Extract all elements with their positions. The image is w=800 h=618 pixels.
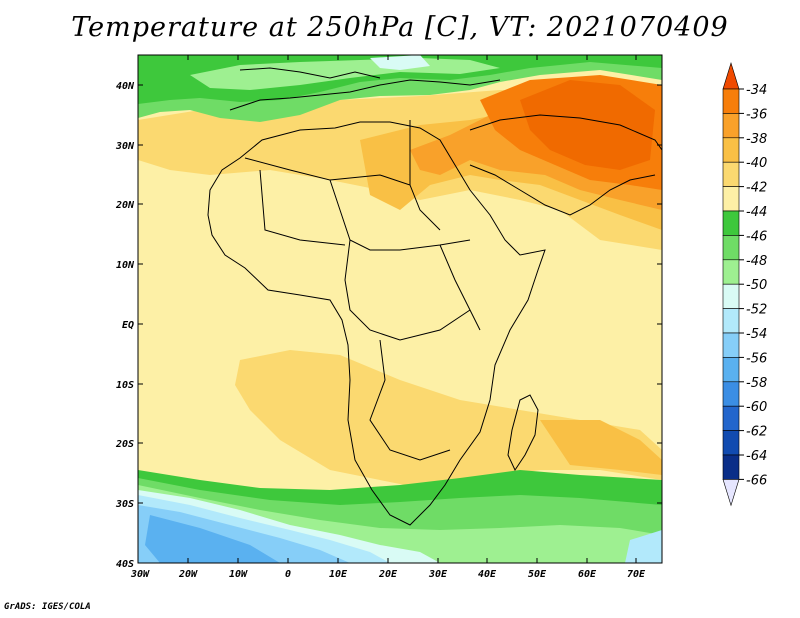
- colorbar-label: -60: [746, 400, 767, 415]
- colorbar-swatch: [722, 430, 740, 456]
- lon-label: 60E: [578, 569, 597, 580]
- lon-label: 70E: [627, 569, 646, 580]
- colorbar-label: -52: [746, 303, 767, 318]
- temperature-field: [138, 55, 662, 563]
- colorbar-swatch: [722, 381, 740, 407]
- colorbar-swatch: [722, 308, 740, 334]
- map-frame: [137, 54, 663, 564]
- colorbar-label: -66: [746, 473, 767, 488]
- colorbar-swatch: [722, 332, 740, 358]
- lat-label: 10N: [116, 260, 135, 271]
- lat-label: EQ: [122, 320, 134, 331]
- lon-label: 40E: [478, 569, 497, 580]
- colorbar-swatch: [722, 88, 740, 114]
- lat-label: 20S: [115, 439, 134, 450]
- lon-axis: 30W 20W 10W 0 10E 20E 30E 40E 50E 60E 70…: [130, 55, 646, 580]
- colorbar-label: -46: [746, 229, 767, 244]
- lat-label: 30N: [115, 141, 135, 152]
- lat-label: 10S: [116, 380, 134, 391]
- colorbar-label: -50: [746, 278, 767, 293]
- lat-label: 40N: [116, 81, 135, 92]
- colorbar-swatch: [722, 357, 740, 383]
- colorbar-swatch: [722, 137, 740, 163]
- lon-label: 20E: [378, 569, 398, 580]
- lat-label: 30S: [115, 499, 134, 510]
- colorbar-label: -64: [746, 449, 767, 464]
- colorbar-swatch: [722, 61, 740, 90]
- colorbar-label: -44: [746, 205, 767, 220]
- colorbar-swatch: [722, 210, 740, 236]
- credit-text: GrADS: IGES/COLA: [4, 602, 91, 612]
- colorbar-swatch: [722, 283, 740, 309]
- colorbar-label: -48: [746, 254, 767, 269]
- colorbar: -34 -36 -38 -40 -42 -44 -46 -48 -50 -52 -54 -56 -58 -…: [722, 61, 767, 507]
- lon-label: 10E: [329, 569, 348, 580]
- lon-label: 30W: [130, 569, 150, 580]
- colorbar-swatch: [722, 259, 740, 285]
- colorbar-label: -62: [746, 425, 767, 440]
- lon-label: 50E: [528, 569, 547, 580]
- colorbar-label: -54: [746, 327, 767, 342]
- colorbar-swatch: [722, 161, 740, 187]
- lon-label: 10W: [229, 569, 248, 580]
- colorbar-swatch: [722, 186, 740, 212]
- colorbar-swatch: [722, 405, 740, 431]
- colorbar-swatch: [722, 454, 740, 480]
- colorbar-label: -34: [746, 83, 767, 98]
- lon-label: 30E: [428, 569, 448, 580]
- colorbar-swatch: [722, 235, 740, 261]
- colorbar-label: -58: [746, 376, 767, 391]
- colorbar-swatch: [722, 479, 740, 507]
- lat-axis: 40N 30N 20N 10N EQ 10S 20S 30S 40S: [115, 81, 662, 570]
- lon-label: 20W: [178, 569, 198, 580]
- colorbar-label: -40: [746, 156, 767, 171]
- lat-label: 20N: [115, 200, 135, 211]
- lon-label: 0: [285, 569, 291, 580]
- colorbar-label: -38: [746, 132, 767, 147]
- colorbar-label: -42: [746, 181, 767, 196]
- colorbar-label: -36: [746, 107, 767, 122]
- lat-label: 40S: [116, 559, 134, 570]
- colorbar-swatch: [722, 113, 740, 139]
- colorbar-label: -56: [746, 351, 767, 366]
- coastlines: [207, 67, 663, 526]
- map-title: Temperature at 250hPa [C], VT: 202107040…: [71, 12, 729, 43]
